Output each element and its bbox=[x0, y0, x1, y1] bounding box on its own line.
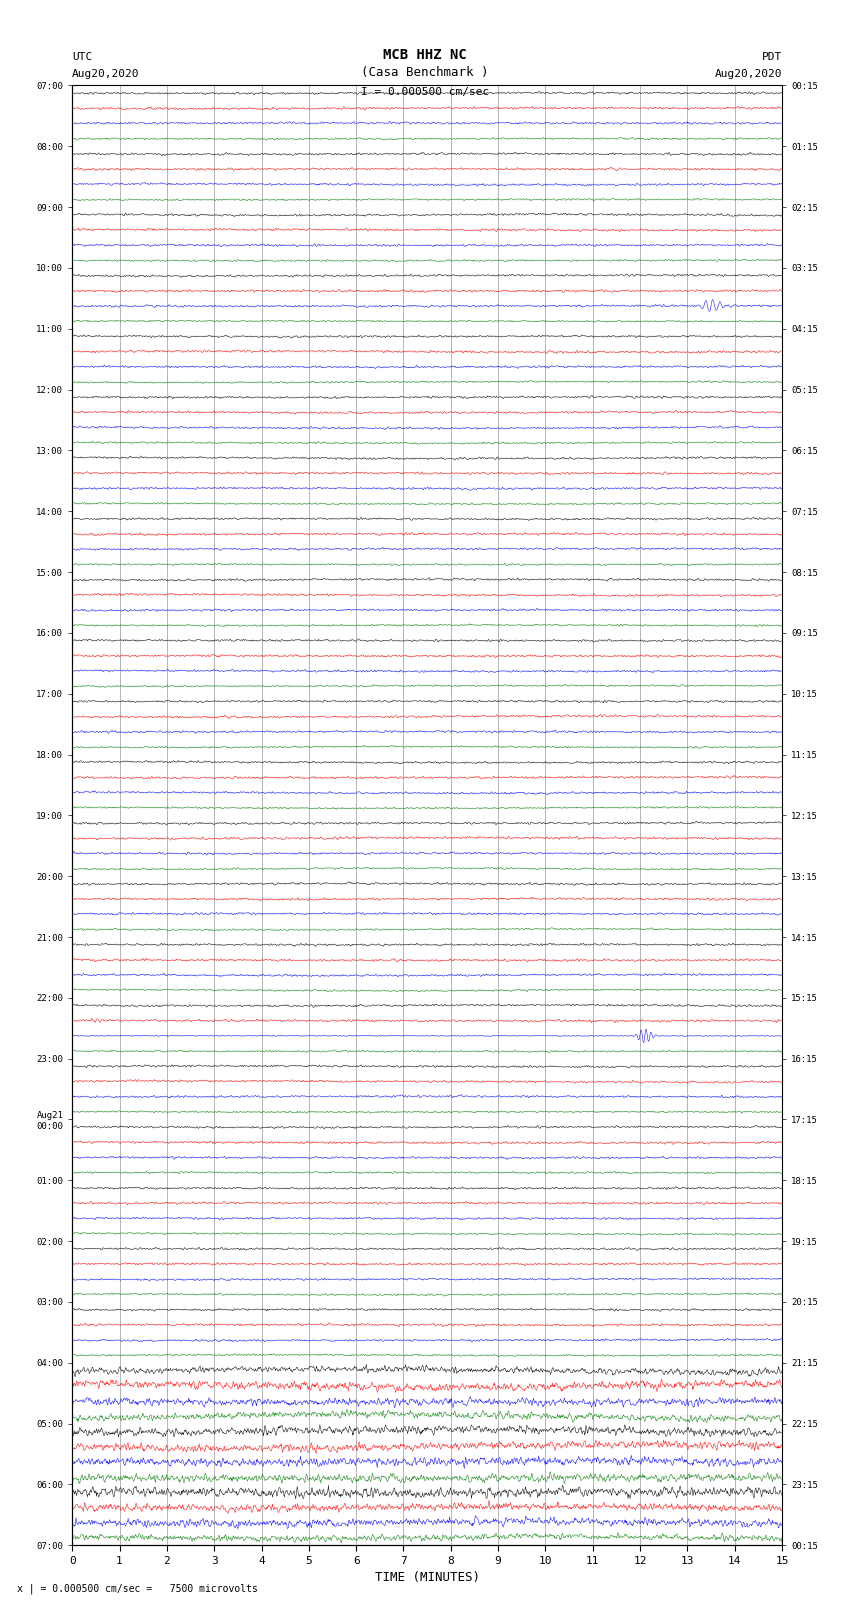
Text: Aug20,2020: Aug20,2020 bbox=[72, 69, 139, 79]
X-axis label: TIME (MINUTES): TIME (MINUTES) bbox=[375, 1571, 479, 1584]
Text: x | = 0.000500 cm/sec =   7500 microvolts: x | = 0.000500 cm/sec = 7500 microvolts bbox=[17, 1582, 258, 1594]
Text: MCB HHZ NC: MCB HHZ NC bbox=[383, 48, 467, 63]
Text: UTC: UTC bbox=[72, 52, 93, 63]
Text: PDT: PDT bbox=[762, 52, 782, 63]
Text: I = 0.000500 cm/sec: I = 0.000500 cm/sec bbox=[361, 87, 489, 97]
Text: Aug20,2020: Aug20,2020 bbox=[715, 69, 782, 79]
Text: (Casa Benchmark ): (Casa Benchmark ) bbox=[361, 66, 489, 79]
